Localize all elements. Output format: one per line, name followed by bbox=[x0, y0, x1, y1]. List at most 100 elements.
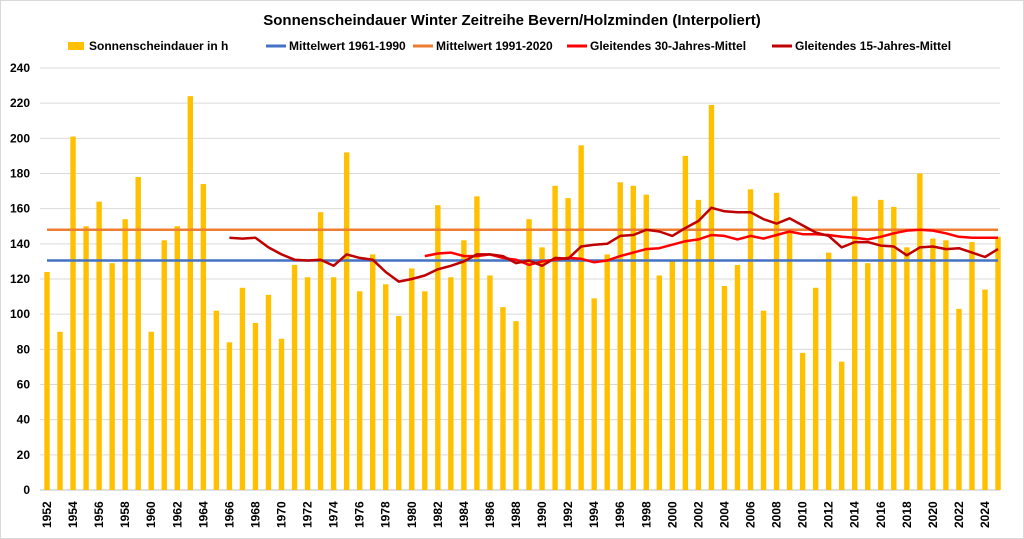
bar-1961 bbox=[161, 240, 167, 490]
bar-1987 bbox=[500, 307, 506, 490]
bar-1996 bbox=[617, 182, 623, 490]
y-tick-label: 160 bbox=[10, 202, 30, 216]
x-tick-label: 1956 bbox=[92, 501, 106, 528]
bar-1992 bbox=[565, 198, 571, 490]
x-tick-label: 1984 bbox=[457, 501, 471, 528]
x-tick-label: 2022 bbox=[952, 501, 966, 528]
bar-1983 bbox=[448, 277, 454, 490]
x-tick-label: 1990 bbox=[535, 501, 549, 528]
y-tick-label: 20 bbox=[17, 448, 31, 462]
bar-1967 bbox=[239, 287, 246, 490]
moving-average-line-4 bbox=[229, 206, 999, 283]
y-tick-label: 240 bbox=[10, 61, 30, 75]
x-tick-label: 1976 bbox=[353, 501, 367, 528]
bar-2024 bbox=[982, 289, 988, 490]
bar-2003 bbox=[708, 104, 715, 491]
bar-2011 bbox=[812, 287, 819, 490]
bar-2013 bbox=[838, 361, 845, 490]
bar-1969 bbox=[265, 294, 272, 490]
bar-1957 bbox=[109, 263, 115, 490]
bar-1966 bbox=[226, 342, 233, 490]
bar-1954 bbox=[70, 136, 76, 490]
line-series bbox=[47, 206, 999, 283]
y-tick-label: 200 bbox=[10, 131, 30, 145]
bar-2016 bbox=[878, 199, 884, 490]
x-tick-label: 1960 bbox=[144, 501, 158, 528]
x-tick-label: 1952 bbox=[40, 501, 54, 528]
bar-2010 bbox=[799, 352, 806, 490]
x-tick-label: 2020 bbox=[926, 501, 940, 528]
bar-1986 bbox=[487, 275, 493, 490]
x-tick-label: 2010 bbox=[796, 501, 810, 528]
bar-2018 bbox=[904, 247, 910, 490]
bar-1956 bbox=[96, 201, 102, 490]
x-tick-label: 1964 bbox=[196, 501, 210, 528]
x-tick-label: 1994 bbox=[587, 501, 601, 528]
bar-1976 bbox=[356, 291, 363, 490]
bar-1981 bbox=[422, 291, 428, 490]
bar-2009 bbox=[786, 229, 793, 490]
bar-2002 bbox=[695, 199, 702, 490]
bar-1962 bbox=[174, 226, 180, 490]
bar-2023 bbox=[969, 242, 975, 490]
x-tick-label: 1966 bbox=[222, 501, 236, 528]
x-tick-label: 1988 bbox=[509, 501, 523, 528]
bar-1994 bbox=[591, 298, 597, 490]
bar-1958 bbox=[122, 219, 128, 490]
bar-1998 bbox=[643, 194, 649, 490]
bar-1980 bbox=[409, 268, 415, 490]
bar-1995 bbox=[604, 254, 610, 490]
bar-1999 bbox=[656, 275, 663, 490]
bar-1972 bbox=[304, 277, 311, 490]
bar-2000 bbox=[669, 261, 676, 490]
x-tick-label: 1962 bbox=[170, 501, 184, 528]
bar-1973 bbox=[317, 212, 324, 490]
bar-1997 bbox=[630, 185, 636, 490]
bar-1982 bbox=[435, 205, 441, 490]
y-axis: 0 20 40 60 80 100 120 140 160 180 200 220 240 bbox=[10, 61, 30, 497]
bar-2005 bbox=[734, 264, 741, 490]
legend-label: Gleitendes 30-Jahres-Mittel bbox=[590, 39, 746, 53]
bar-1990 bbox=[539, 247, 545, 490]
bar-1970 bbox=[278, 338, 285, 490]
bar-1960 bbox=[148, 331, 154, 490]
legend-swatch-bar bbox=[68, 42, 84, 50]
x-tick-label: 2002 bbox=[691, 501, 705, 528]
x-tick-label: 2014 bbox=[848, 501, 862, 528]
bar-2022 bbox=[956, 308, 962, 490]
x-tick-label: 2004 bbox=[717, 501, 731, 528]
x-tick-label: 2024 bbox=[978, 501, 992, 528]
x-tick-label: 1992 bbox=[561, 501, 575, 528]
bar-2019 bbox=[917, 173, 923, 490]
bar-1952 bbox=[44, 271, 50, 490]
x-tick-label: 1998 bbox=[639, 501, 653, 528]
x-tick-label: 1980 bbox=[405, 501, 419, 528]
bar-1953 bbox=[57, 331, 63, 490]
legend: Sonnenscheindauer in h Mittelwert 1961-19… bbox=[68, 39, 951, 53]
bar-1968 bbox=[252, 322, 259, 490]
bar-1959 bbox=[135, 177, 141, 490]
y-tick-label: 40 bbox=[17, 413, 31, 427]
bar-1955 bbox=[83, 226, 89, 490]
x-tick-label: 1958 bbox=[118, 501, 132, 528]
x-tick-label: 1982 bbox=[431, 501, 445, 528]
x-tick-label: 1986 bbox=[483, 501, 497, 528]
bar-2015 bbox=[865, 263, 871, 490]
y-tick-label: 60 bbox=[17, 378, 31, 392]
bar-2007 bbox=[760, 310, 767, 490]
bar-series bbox=[44, 96, 1001, 491]
x-tick-label: 2018 bbox=[900, 501, 914, 528]
y-tick-label: 0 bbox=[23, 483, 30, 497]
bar-1993 bbox=[578, 145, 584, 490]
y-tick-label: 100 bbox=[10, 307, 30, 321]
x-tick-label: 1974 bbox=[327, 501, 341, 528]
bar-1991 bbox=[552, 185, 558, 490]
bar-1974 bbox=[330, 277, 337, 490]
y-tick-label: 80 bbox=[17, 342, 31, 356]
bar-2014 bbox=[852, 196, 858, 490]
x-tick-label: 2000 bbox=[665, 501, 679, 528]
bar-1984 bbox=[461, 240, 467, 490]
bar-1989 bbox=[526, 219, 532, 490]
x-tick-label: 1968 bbox=[248, 501, 262, 528]
